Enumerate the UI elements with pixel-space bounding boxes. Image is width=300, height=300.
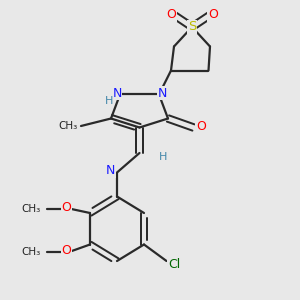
Text: CH₃: CH₃ <box>22 247 41 257</box>
Text: O: O <box>208 8 218 22</box>
Text: O: O <box>62 244 71 257</box>
Text: O: O <box>62 201 71 214</box>
Text: CH₃: CH₃ <box>59 121 78 131</box>
Text: N: N <box>157 87 167 100</box>
Text: N: N <box>106 164 115 178</box>
Text: N: N <box>112 87 122 100</box>
Text: H: H <box>105 96 114 106</box>
Text: Cl: Cl <box>168 257 180 271</box>
Text: S: S <box>188 20 196 34</box>
Text: CH₃: CH₃ <box>22 203 41 214</box>
Text: H: H <box>158 152 167 163</box>
Text: O: O <box>196 120 206 133</box>
Text: O: O <box>166 8 176 22</box>
